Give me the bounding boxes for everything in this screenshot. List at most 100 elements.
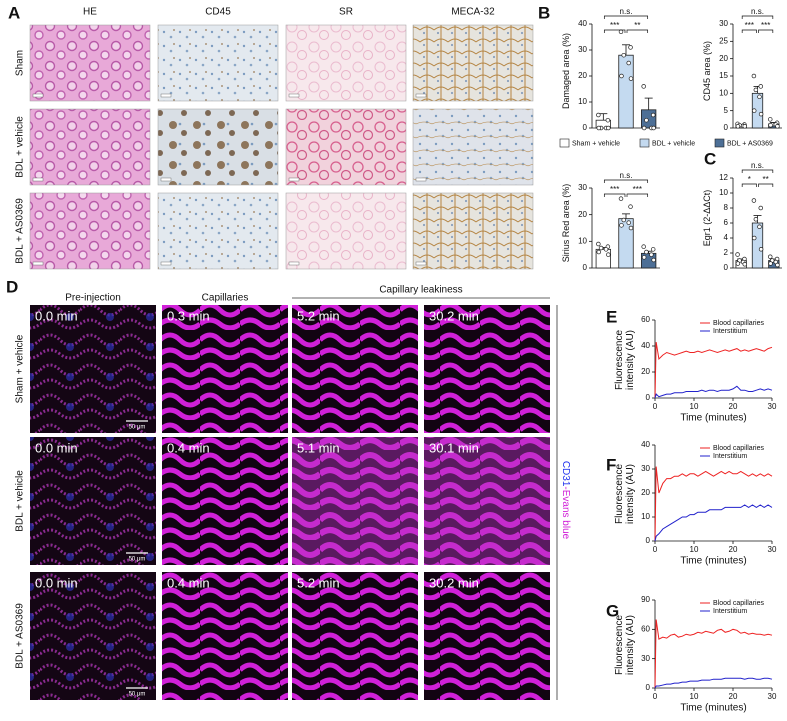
micrograph [162,572,288,700]
phase-label: Capillary leakiness [379,285,462,296]
y-axis-label: Fluorescence intensity (AU) [614,614,636,676]
data-point [753,87,759,93]
y-tick-label: 60 [641,624,650,633]
significance-label: *** [610,21,619,30]
histology-image [29,24,151,102]
y-tick-label: 40 [641,440,650,449]
data-point [751,235,757,241]
legend-swatch [559,138,570,148]
data-point [758,247,764,252]
significance-bracket [626,193,649,197]
legend-label: Interstitium [713,328,747,335]
row-label: BDL + vehicle [15,116,26,178]
time-label: 0.0 min [35,308,78,323]
time-label: 30.1 min [429,440,479,455]
y-tick-label: 8 [724,203,729,212]
data-point [768,261,773,266]
y-tick-label: 0 [724,123,729,132]
scale-bar [415,93,427,98]
x-tick-label: 10 [690,545,699,554]
data-point [621,217,626,223]
data-point [753,217,759,222]
data-point [619,223,624,228]
y-axis-label: Fluorescence intensity (AU) [614,329,636,391]
column-label: MECA-32 [451,7,495,18]
data-point [644,249,649,255]
scale-bar [288,93,300,98]
y-axis-label: Egr1 (2-ΔΔCt) [702,189,712,247]
data-point [628,204,633,209]
data-point [775,262,780,268]
data-point [618,196,624,201]
y-tick-label: 10 [719,188,728,197]
data-point [644,117,649,123]
phase-label: Pre-injection [65,293,121,304]
scale-bar [288,261,300,266]
histology-image [412,24,534,102]
micrograph [30,305,156,433]
y-tick-label: 30 [641,654,650,663]
data-point [641,244,646,249]
histology-image [29,192,151,270]
scale-bar [288,177,300,182]
panel-label: C [704,149,716,168]
significance-bracket [758,29,774,33]
significance-label: ** [763,175,769,184]
histology-image [157,24,279,102]
significance-label: *** [633,185,642,194]
y-tick-label: 20 [641,488,650,497]
data-point [606,125,611,131]
significance-label: *** [761,21,770,30]
significance-bracket [741,169,774,173]
series-line [654,677,773,689]
time-label: 0.4 min [167,440,210,455]
y-tick-label: 0 [583,123,588,132]
y-axis-label: Sirius Red area (%) [561,183,571,263]
y-tick-label: 0 [646,536,651,545]
y-tick-label: 25 [719,36,728,45]
x-tick-label: 30 [768,692,777,701]
y-tick-label: 20 [641,367,650,376]
series-line [654,342,773,399]
significance-label: n.s. [620,171,633,180]
significance-label: n.s. [751,7,764,16]
data-point [767,254,773,260]
y-tick-label: 15 [719,71,728,80]
time-label: 5.2 min [297,308,340,323]
data-point [751,198,757,203]
data-point [650,112,656,118]
bar [641,109,657,129]
column-label: CD45 [205,7,231,18]
time-label: 0.0 min [35,575,78,590]
y-tick-label: 2 [724,248,729,257]
panel-label: D [6,277,18,296]
significance-bracket [758,183,774,187]
y-tick-label: 10 [578,236,587,245]
x-tick-label: 20 [729,692,738,701]
stain-part: -Evans blue [560,486,571,539]
y-tick-label: 30 [578,45,587,54]
row-label: Sham + vehicle [15,334,26,403]
data-point [751,73,757,79]
histology-image [412,108,534,186]
series-line [654,385,773,399]
scale-bar [160,261,172,266]
significance-bracket [603,29,626,33]
significance-label: *** [610,185,619,194]
x-tick-label: 10 [690,692,699,701]
data-point [758,205,764,211]
scale-bar [32,261,44,266]
data-point [758,84,764,89]
time-label: 0.4 min [167,575,210,590]
y-tick-label: 90 [641,595,650,604]
histology-image [157,108,279,186]
x-tick-label: 10 [690,402,699,411]
y-tick-label: 20 [578,71,587,80]
data-point [651,257,656,263]
time-label: 5.1 min [297,440,340,455]
panel-label: B [538,3,550,22]
y-tick-label: 0 [583,263,588,272]
scale-bar [160,177,172,182]
legend-swatch [639,138,650,148]
panel-label: F [606,455,616,474]
